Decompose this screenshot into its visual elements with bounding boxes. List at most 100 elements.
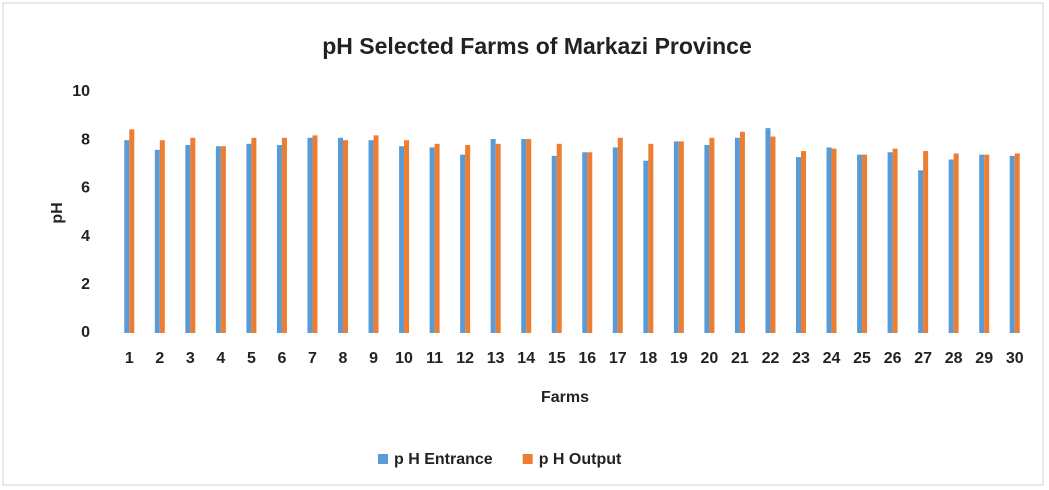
x-tick-label: 8 (339, 350, 348, 367)
bar (765, 128, 771, 333)
legend-swatch (522, 454, 533, 464)
bar (831, 148, 837, 333)
bar (276, 145, 282, 333)
x-tick-label: 12 (456, 350, 474, 367)
bar (918, 170, 924, 333)
legend-swatch (378, 454, 388, 464)
y-tick-label: 8 (81, 131, 90, 148)
bar (343, 140, 348, 333)
bar (465, 145, 471, 333)
x-tick-label: 11 (426, 350, 443, 367)
bar (923, 151, 929, 333)
x-tick-label: 13 (487, 350, 505, 367)
x-tick-label: 6 (277, 350, 286, 367)
bar (490, 138, 496, 333)
x-tick-label: 2 (155, 350, 164, 367)
x-tick-label: 1 (125, 350, 134, 367)
x-tick-label: 5 (247, 350, 256, 367)
x-tick-label: 9 (369, 350, 378, 367)
bar (556, 143, 562, 333)
legend-label: p H Output (539, 451, 622, 468)
bar (368, 140, 374, 333)
y-tick-label: 0 (81, 324, 90, 341)
bar (251, 137, 257, 333)
bar (404, 140, 410, 333)
x-tick-label: 19 (670, 350, 688, 367)
bar (526, 138, 532, 333)
bar (796, 157, 801, 333)
bar (1009, 155, 1015, 333)
bar (399, 146, 405, 333)
bar (617, 137, 623, 333)
x-tick-label: 29 (975, 350, 993, 367)
bar (734, 137, 740, 333)
bar (587, 152, 593, 333)
bar (220, 146, 226, 333)
x-tick-label: 7 (308, 350, 317, 367)
bar (159, 140, 165, 333)
bar (739, 131, 745, 333)
bar (312, 135, 318, 333)
bar (801, 151, 806, 333)
bar (887, 152, 893, 333)
bar (857, 154, 863, 333)
bar (429, 147, 435, 333)
bar (124, 140, 130, 333)
x-tick-label: 23 (792, 350, 810, 367)
bar (948, 159, 954, 333)
chart-title: pH Selected Farms of Markazi Province (322, 33, 752, 59)
bar (862, 154, 868, 333)
x-tick-label: 3 (186, 350, 195, 367)
x-tick-label: 18 (639, 350, 657, 367)
bar (190, 137, 196, 333)
x-tick-label: 28 (945, 350, 963, 367)
x-tick-label: 30 (1006, 350, 1024, 367)
x-tick-label: 25 (853, 350, 871, 367)
bar (551, 155, 557, 333)
bar (984, 154, 990, 333)
bar (892, 148, 898, 333)
x-tick-label: 14 (517, 350, 535, 367)
x-tick-label: 24 (823, 350, 841, 367)
bar (246, 143, 252, 333)
bar (953, 153, 959, 333)
y-tick-label: 10 (72, 83, 90, 100)
bar (673, 141, 679, 333)
legend-label: p H Entrance (394, 451, 493, 468)
bar (154, 149, 160, 333)
bar (281, 137, 287, 333)
x-tick-label: 15 (548, 350, 566, 367)
bar (495, 143, 501, 333)
x-tick-label: 17 (609, 350, 627, 367)
bar (215, 146, 221, 333)
bar (373, 135, 379, 333)
y-axis-label: pH (49, 202, 66, 223)
bar (1014, 153, 1020, 333)
bar (521, 138, 527, 333)
x-axis-label: Farms (541, 389, 589, 406)
x-tick-label: 22 (762, 350, 780, 367)
bar (434, 143, 440, 333)
bar (678, 141, 684, 333)
y-tick-label: 4 (81, 228, 90, 245)
bar (826, 147, 832, 333)
bar (582, 152, 588, 333)
x-tick-label: 21 (731, 350, 749, 367)
bar (307, 137, 313, 333)
bar (129, 129, 135, 333)
bar (185, 145, 191, 333)
bar (979, 154, 985, 333)
bar (338, 137, 343, 333)
x-tick-label: 26 (884, 350, 902, 367)
x-tick-label: 16 (578, 350, 596, 367)
bar (460, 154, 466, 333)
bar (643, 160, 649, 333)
bar (770, 136, 776, 333)
y-tick-label: 2 (81, 276, 90, 293)
bar (648, 143, 654, 333)
bar (709, 137, 715, 333)
y-tick-label: 6 (81, 180, 90, 197)
x-tick-label: 4 (216, 350, 225, 367)
x-tick-label: 10 (395, 350, 413, 367)
